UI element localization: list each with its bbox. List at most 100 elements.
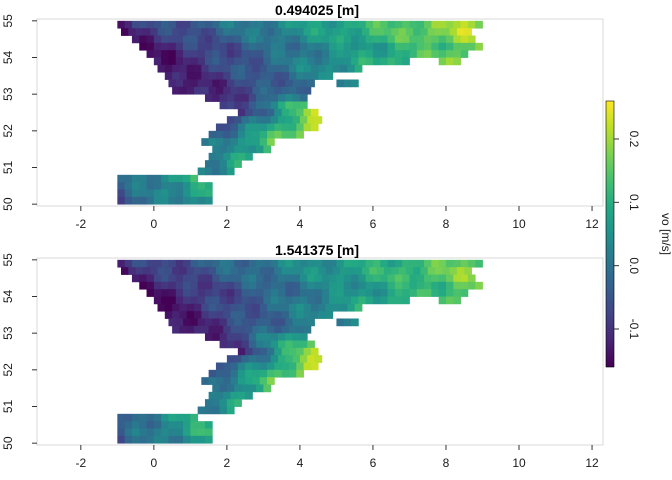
raster-cell [325,28,334,36]
raster-cell [241,281,250,290]
raster-cell [230,377,239,385]
raster-cell [281,64,290,73]
raster-cell [314,35,323,44]
raster-cell [252,64,261,73]
raster-cell [219,406,228,415]
raster-cell [380,259,388,268]
raster-cell [460,42,469,51]
raster-cell [445,57,454,66]
raster-cell [175,57,184,66]
raster-cell [252,130,261,139]
raster-cell [212,274,220,283]
raster-cell [168,296,177,305]
raster-cell [310,72,319,80]
raster-cell [215,138,224,146]
raster-cell [215,369,224,378]
raster-cell [416,274,425,283]
raster-cell [307,318,315,327]
raster-cell [288,347,297,356]
raster-cell [372,296,381,305]
raster-cell [307,281,315,290]
raster-cell [256,57,264,66]
panel-bottom-frame [36,257,604,446]
raster-cell [427,28,436,36]
raster-cell [223,391,231,400]
raster-cell [120,28,129,36]
raster-cell [343,296,352,305]
raster-cell [161,289,169,297]
raster-cell [365,35,374,44]
raster-cell [413,267,421,275]
raster-cell [241,259,250,268]
raster-cell [409,20,418,29]
raster-cell [139,281,147,290]
raster-cell [270,35,279,44]
raster-cell [263,79,272,88]
raster-cell [288,130,297,139]
raster-cell [336,259,345,268]
x-tick-label: 8 [443,456,450,470]
raster-cell [139,174,147,183]
raster-cell [270,355,279,363]
raster-cell [201,325,210,334]
raster-cell [146,174,155,183]
raster-cell [424,289,432,297]
x-tick-label: 2 [224,217,231,231]
raster-cell [402,274,410,283]
raster-cell [201,303,210,312]
raster-cell [299,259,308,268]
raster-cell [234,318,242,327]
raster-cell [270,318,279,327]
raster-cell [197,274,206,283]
raster-cell [310,311,319,319]
raster-cell [424,20,432,29]
raster-cell [219,281,228,290]
raster-cell [204,406,213,415]
raster-cell [215,267,224,275]
raster-cell [157,28,166,36]
raster-cell [183,57,191,66]
raster-cell [190,413,199,422]
raster-cell [241,355,250,363]
raster-cell [358,281,367,290]
raster-cell [168,20,177,29]
raster-cell [460,35,469,44]
raster-cell [183,42,191,51]
raster-cell [204,182,213,190]
raster-cell [172,72,180,80]
raster-cell [361,28,370,36]
raster-cell [256,318,264,327]
raster-cell [190,20,199,29]
raster-cell [197,196,206,205]
raster-cell [285,289,294,297]
raster-cell [449,28,458,36]
raster-cell [281,86,290,95]
raster-cell [270,289,279,297]
raster-cell [212,318,220,327]
raster-cell [325,64,334,73]
raster-cell [186,64,195,73]
raster-cell [197,167,206,176]
raster-cell [438,50,447,58]
raster-cell [299,281,308,290]
raster-cell [456,267,465,275]
raster-cell [168,50,177,58]
raster-cell [226,355,235,363]
raster-cell [259,28,268,36]
raster-cell [197,189,206,198]
raster-cell [307,35,315,44]
raster-cell [424,35,432,44]
raster-cell [190,57,199,66]
raster-cell [175,79,184,88]
raster-cell [259,64,268,73]
raster-cell [183,281,191,290]
raster-cell [256,101,264,110]
raster-cell [467,259,476,268]
raster-cell [263,145,272,154]
raster-cell [223,311,231,319]
raster-cell [175,35,184,44]
raster-cell [183,421,191,429]
raster-cell [215,391,224,400]
raster-cell [460,259,469,268]
